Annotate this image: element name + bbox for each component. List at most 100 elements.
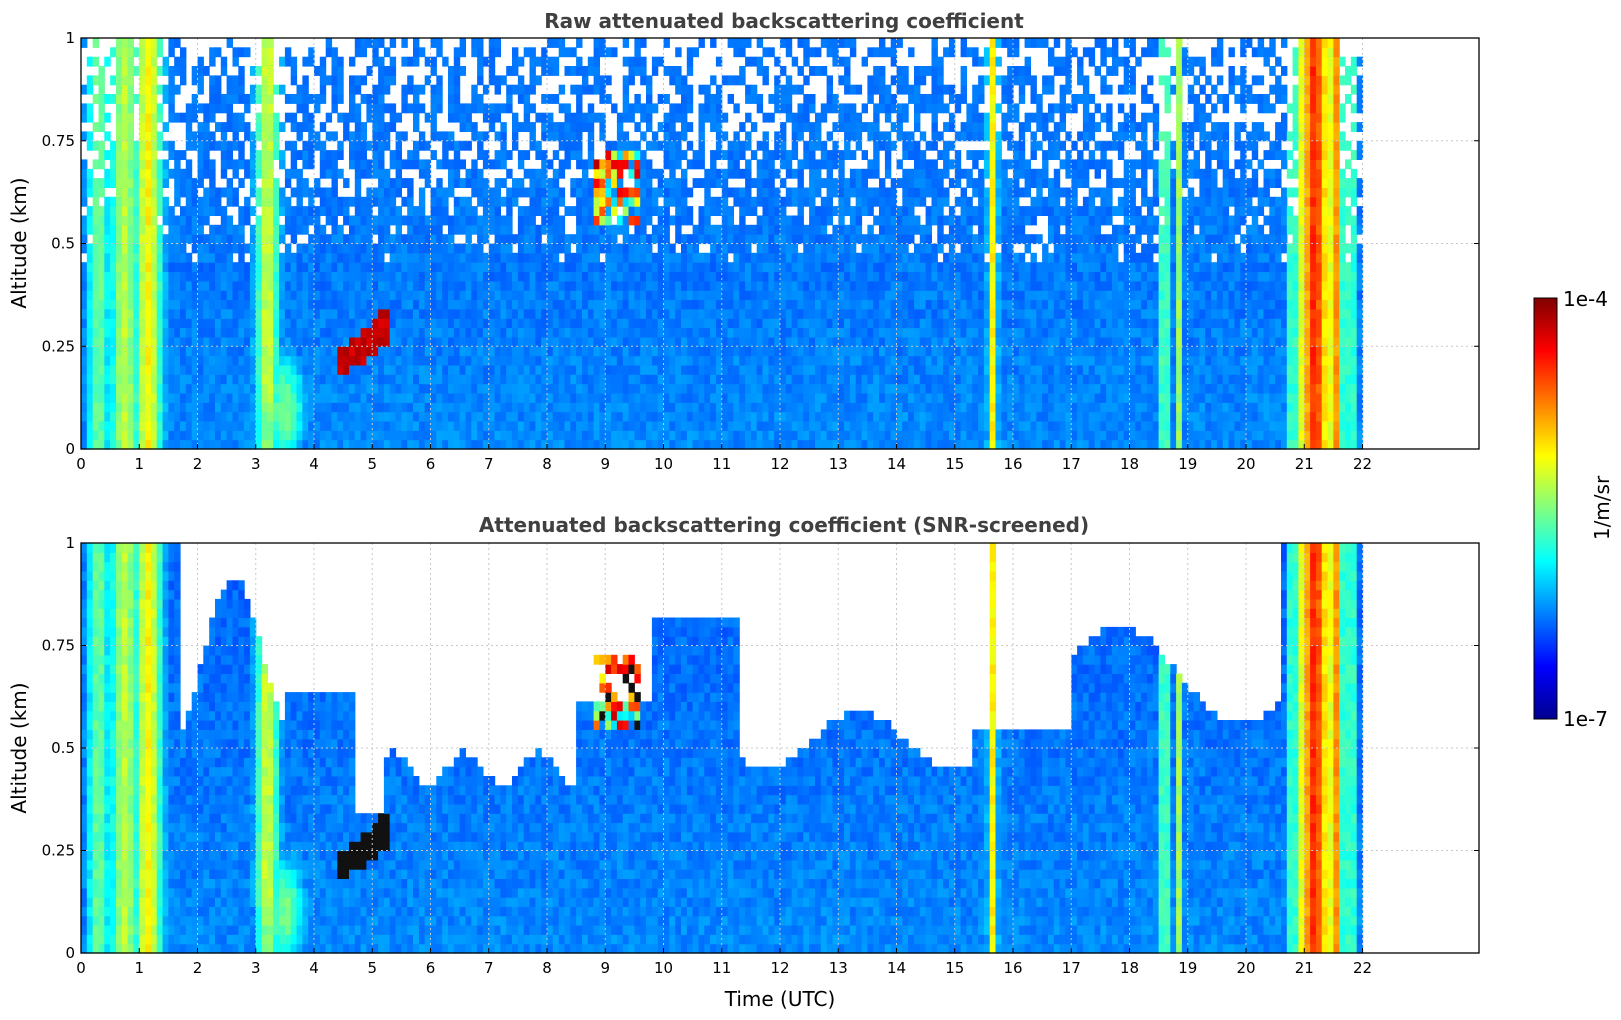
heatmap-cell	[616, 178, 624, 188]
heatmap-cell	[611, 383, 618, 394]
heatmap-cell	[529, 374, 536, 385]
heatmap-cell	[150, 271, 158, 282]
heatmap-cell	[255, 215, 263, 226]
heatmap-cell	[663, 94, 670, 104]
heatmap-cell	[448, 187, 455, 198]
heatmap-cell	[785, 299, 793, 310]
heatmap-cell	[104, 393, 111, 403]
heatmap-cell	[616, 308, 624, 319]
heatmap-cell	[453, 94, 461, 104]
heatmap-cell	[290, 168, 298, 179]
heatmap-cell	[844, 122, 851, 132]
heatmap-cell	[430, 411, 437, 422]
heatmap-cell	[477, 383, 484, 394]
heatmap-cell	[756, 290, 764, 301]
heatmap-cell	[104, 411, 111, 422]
heatmap-cell	[640, 131, 647, 142]
heatmap-cell	[867, 243, 874, 254]
heatmap-cell	[686, 56, 694, 67]
heatmap-cell	[809, 224, 816, 235]
heatmap-cell	[383, 308, 391, 319]
heatmap-cell	[226, 103, 233, 114]
heatmap-cell	[686, 393, 694, 403]
heatmap-cell	[803, 103, 810, 114]
heatmap-cell	[855, 411, 863, 422]
heatmap-cell	[244, 308, 251, 319]
heatmap-cell	[471, 47, 478, 58]
heatmap-cell	[646, 336, 653, 347]
heatmap-cell	[681, 374, 688, 385]
heatmap-cell	[308, 262, 315, 273]
heatmap-cell	[197, 308, 204, 319]
heatmap-cell	[319, 84, 327, 95]
heatmap-cell	[162, 196, 169, 207]
heatmap-cell	[145, 122, 152, 132]
heatmap-cell	[383, 280, 391, 291]
heatmap-cell	[564, 150, 571, 160]
heatmap-cell	[552, 383, 560, 394]
heatmap-cell	[168, 439, 175, 450]
heatmap-cell	[413, 439, 420, 450]
heatmap-cell	[855, 234, 863, 245]
heatmap-cell	[150, 336, 158, 347]
heatmap-cell	[92, 243, 100, 254]
heatmap-cell	[354, 421, 362, 431]
heatmap-cell	[750, 271, 758, 282]
heatmap-cell	[249, 66, 257, 76]
heatmap-cell	[162, 252, 169, 263]
heatmap-cell	[849, 178, 857, 188]
heatmap-cell	[215, 280, 222, 291]
heatmap-cell	[395, 290, 402, 301]
heatmap-cell	[558, 421, 566, 431]
heatmap-cell	[558, 355, 566, 366]
heatmap-cell	[139, 299, 146, 310]
heatmap-cell	[803, 234, 810, 245]
heatmap-cell	[651, 383, 659, 394]
heatmap-cell	[849, 38, 857, 48]
heatmap-cell	[86, 393, 94, 403]
heatmap-cell	[442, 56, 449, 67]
heatmap-cell	[681, 252, 688, 263]
heatmap-cell	[715, 402, 723, 413]
heatmap-cell	[273, 150, 280, 160]
heatmap-cell	[232, 122, 239, 132]
heatmap-cell	[803, 327, 810, 338]
heatmap-cell	[599, 271, 606, 282]
heatmap-cell	[86, 262, 94, 273]
heatmap-cell	[354, 280, 362, 291]
heatmap-cell	[81, 196, 88, 207]
heatmap-cell	[343, 243, 350, 254]
heatmap-cell	[354, 112, 362, 123]
heatmap-cell	[774, 271, 781, 282]
heatmap-cell	[547, 327, 554, 338]
heatmap-cell	[826, 159, 833, 170]
heatmap-cell	[232, 374, 239, 385]
heatmap-cell	[442, 290, 449, 301]
heatmap-cell	[343, 131, 350, 142]
heatmap-cell	[319, 383, 327, 394]
heatmap-cell	[512, 364, 519, 375]
heatmap-cell	[739, 308, 746, 319]
heatmap-cell	[389, 122, 397, 132]
heatmap-cell	[640, 411, 647, 422]
heatmap-cell	[576, 421, 583, 431]
heatmap-cell	[727, 206, 734, 216]
heatmap-cell	[366, 402, 373, 413]
heatmap-cell	[116, 364, 123, 375]
heatmap-cell	[745, 94, 752, 104]
heatmap-cell	[675, 402, 682, 413]
heatmap-cell	[541, 318, 548, 329]
heatmap-cell	[150, 103, 158, 114]
heatmap-cell	[791, 280, 799, 291]
heatmap-cell	[838, 439, 845, 450]
heatmap-cell	[232, 411, 239, 422]
heatmap-cell	[156, 234, 164, 245]
heatmap-cell	[646, 327, 653, 338]
heatmap-cell	[156, 402, 164, 413]
heatmap-cell	[646, 196, 653, 207]
heatmap-cell	[809, 290, 816, 301]
heatmap-cell	[383, 84, 391, 95]
heatmap-cell	[541, 243, 548, 254]
heatmap-cell	[343, 280, 350, 291]
heatmap-cell	[302, 224, 309, 235]
